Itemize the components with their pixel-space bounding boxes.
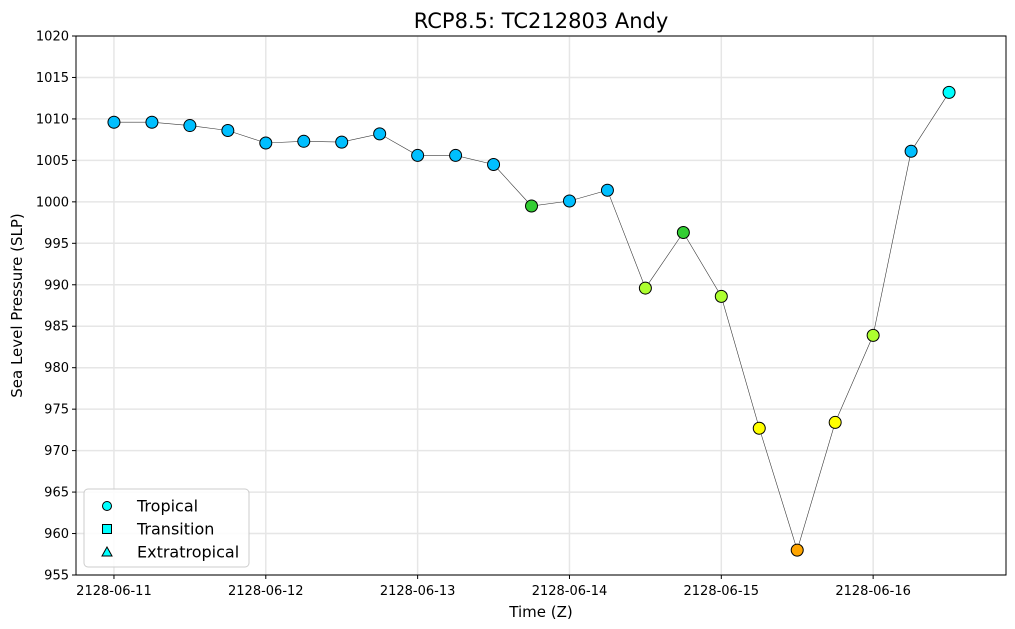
- track-points: [107, 85, 956, 557]
- x-tick-label: 2128-06-15: [684, 584, 760, 599]
- x-axis: 2128-06-11 2128-06-12 2128-06-13 2128-06-14…: [76, 575, 911, 599]
- legend-label: Tropical: [136, 497, 198, 516]
- y-tick-label: 1015: [36, 71, 69, 86]
- y-tick-label: 980: [44, 361, 69, 376]
- x-axis-label: Time (Z): [508, 603, 572, 621]
- track-point: [676, 226, 690, 240]
- track-point: [259, 136, 273, 150]
- track-point: [752, 421, 766, 435]
- track-point: [790, 543, 804, 557]
- y-tick-label: 1000: [36, 195, 69, 210]
- track-point: [335, 135, 349, 149]
- track-point: [487, 158, 501, 172]
- track-point: [145, 115, 159, 129]
- track-point: [638, 281, 652, 295]
- chart-title: RCP8.5: TC212803 Andy: [414, 9, 669, 33]
- track-point: [562, 194, 576, 208]
- track-point: [714, 289, 728, 303]
- y-tick-label: 955: [44, 569, 69, 584]
- track-point: [866, 328, 880, 342]
- y-axis: 955 960 965 970 975 980 985 990 995 1000 1005 1010 1…: [36, 30, 76, 584]
- track-point: [221, 124, 235, 138]
- y-axis-label: Sea Level Pressure (SLP): [8, 213, 26, 398]
- track-point: [904, 144, 918, 158]
- track-point: [828, 415, 842, 429]
- y-tick-label: 985: [44, 320, 69, 335]
- track-point: [942, 85, 956, 99]
- y-tick-label: 970: [44, 444, 69, 459]
- track-point: [373, 127, 387, 141]
- track-point: [600, 183, 614, 197]
- y-tick-label: 975: [44, 403, 69, 418]
- y-tick-label: 1010: [36, 112, 69, 127]
- track-point: [449, 148, 463, 162]
- y-tick-label: 1005: [36, 154, 69, 169]
- y-tick-label: 995: [44, 237, 69, 252]
- track-point: [107, 115, 121, 129]
- x-tick-label: 2128-06-14: [532, 584, 608, 599]
- track-point: [525, 199, 539, 213]
- y-tick-label: 960: [44, 527, 69, 542]
- legend-label: Transition: [136, 520, 214, 539]
- legend-square-icon: [102, 524, 112, 534]
- x-tick-label: 2128-06-13: [380, 584, 456, 599]
- x-tick-label: 2128-06-16: [835, 584, 911, 599]
- y-tick-label: 965: [44, 486, 69, 501]
- legend-label: Extratropical: [137, 543, 239, 562]
- legend-frame: [83, 488, 250, 568]
- legend: Tropical Transition Extratropical: [83, 488, 250, 568]
- track-point: [411, 148, 425, 162]
- x-tick-label: 2128-06-12: [228, 584, 304, 599]
- y-tick-label: 1020: [36, 30, 69, 45]
- legend-triangle-icon: [101, 545, 113, 557]
- x-tick-label: 2128-06-11: [76, 584, 152, 599]
- track-point: [183, 119, 197, 133]
- plot-frame: [75, 35, 1007, 576]
- track-point: [297, 134, 311, 148]
- legend-circle-icon: [102, 501, 112, 511]
- y-tick-label: 990: [44, 278, 69, 293]
